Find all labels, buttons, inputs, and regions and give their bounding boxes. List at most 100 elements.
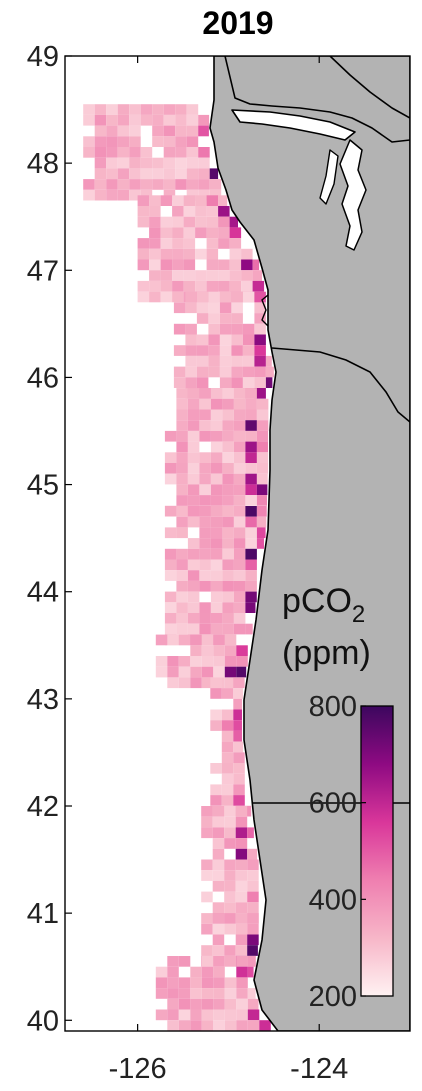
pco2-cell — [167, 656, 179, 667]
colorbar-tick-label: 800 — [309, 691, 357, 723]
juan-de-fuca-strait — [231, 109, 356, 141]
pco2-cell — [201, 645, 214, 656]
pco2-cell — [235, 902, 248, 913]
pco2-cell — [221, 784, 234, 796]
pco2-cell — [254, 355, 266, 367]
pco2-cell — [195, 227, 207, 239]
pco2-cell — [233, 730, 242, 742]
pco2-cell — [149, 291, 161, 303]
pco2-cell — [149, 259, 161, 271]
pco2-cell — [155, 966, 168, 978]
pco2-cell — [94, 179, 107, 190]
pco2-cell — [183, 280, 196, 292]
pco2-cell — [224, 666, 237, 678]
pco2-cell — [224, 880, 236, 892]
pco2-cell — [245, 441, 257, 453]
pco2-cell — [201, 816, 213, 828]
pco2-cell — [186, 114, 199, 126]
pco2-cell — [236, 966, 248, 978]
pco2-cell — [259, 1020, 271, 1031]
pco2-cell — [117, 157, 130, 169]
pco2-cell — [252, 259, 260, 271]
pco2-cell — [245, 623, 253, 635]
pco2-cell — [221, 720, 234, 731]
pco2-cell — [208, 345, 220, 356]
pco2-cell — [201, 634, 214, 646]
pco2-cell — [222, 430, 234, 442]
pco2-cell — [229, 270, 242, 281]
pco2-cell — [187, 559, 200, 571]
pco2-cell — [178, 677, 191, 689]
pco2-cell — [256, 527, 266, 539]
pco2-cell — [219, 355, 232, 367]
pco2-cell — [254, 366, 266, 378]
pco2-cell — [167, 1020, 179, 1031]
pco2-cell — [236, 656, 248, 667]
pco2-cell — [173, 377, 186, 388]
pco2-cell — [137, 216, 150, 228]
pco2-cell — [233, 784, 245, 796]
pco2-cell — [201, 666, 214, 678]
pco2-cell — [247, 870, 259, 881]
pco2-cell — [233, 741, 244, 753]
pco2-cell — [176, 623, 188, 635]
pco2-cell — [199, 409, 211, 421]
pco2-cell — [199, 452, 211, 463]
pco2-cell — [229, 248, 242, 260]
pco2-cell — [236, 998, 248, 1010]
pco2-cell — [208, 313, 220, 324]
pco2-cell — [224, 956, 237, 967]
pco2-cell — [242, 323, 255, 335]
pco2-cell — [201, 677, 214, 689]
pco2-cell — [187, 441, 200, 453]
pco2-cell — [190, 656, 202, 667]
y-tick-label: 48 — [27, 148, 59, 180]
pco2-cell — [222, 623, 234, 635]
pco2-cell — [231, 291, 243, 303]
pco2-cell — [149, 280, 161, 292]
pco2-cell — [167, 634, 179, 646]
pco2-cell — [196, 302, 209, 314]
pco2-cell — [247, 923, 259, 935]
pco2-cell — [106, 136, 118, 147]
pco2-cell — [242, 345, 255, 356]
pco2-cell — [176, 559, 188, 571]
pco2-cell — [213, 645, 225, 656]
pco2-cell — [236, 645, 248, 656]
pco2-cell — [235, 891, 248, 903]
pco2-cell — [233, 484, 246, 496]
pco2-cell — [164, 591, 177, 603]
pco2-cell — [187, 580, 200, 592]
pco2-cell — [149, 206, 161, 217]
pco2-cell — [201, 966, 214, 978]
pco2-cell — [172, 259, 184, 271]
pco2-cell — [196, 334, 209, 346]
pco2-cell — [236, 988, 248, 999]
pco2-cell — [83, 179, 95, 190]
pco2-cell — [167, 956, 179, 967]
pco2-cell — [167, 998, 179, 1010]
pco2-cell — [247, 827, 254, 839]
pco2-cell — [187, 548, 200, 560]
pco2-cell — [198, 189, 210, 201]
pco2-cell — [221, 795, 234, 806]
pco2-cell — [149, 227, 161, 239]
pco2-cell — [199, 516, 211, 528]
pco2-cell — [254, 323, 266, 335]
pco2-cell — [222, 420, 234, 431]
pco2-cell — [164, 527, 177, 539]
pco2-cell — [222, 506, 234, 517]
pco2-cell — [198, 125, 209, 137]
pco2-cell — [137, 195, 150, 206]
pco2-cell — [222, 463, 234, 474]
pco2-cell — [210, 548, 223, 560]
pco2-cell — [224, 656, 237, 667]
pco2-cell — [210, 784, 222, 796]
pco2-cell — [231, 377, 243, 388]
pco2-cell — [256, 506, 267, 517]
pco2-cell — [254, 388, 266, 399]
pco2-cell — [235, 945, 248, 956]
pco2-cell — [219, 345, 232, 356]
pco2-cell — [186, 136, 199, 147]
pco2-cell — [173, 345, 186, 356]
